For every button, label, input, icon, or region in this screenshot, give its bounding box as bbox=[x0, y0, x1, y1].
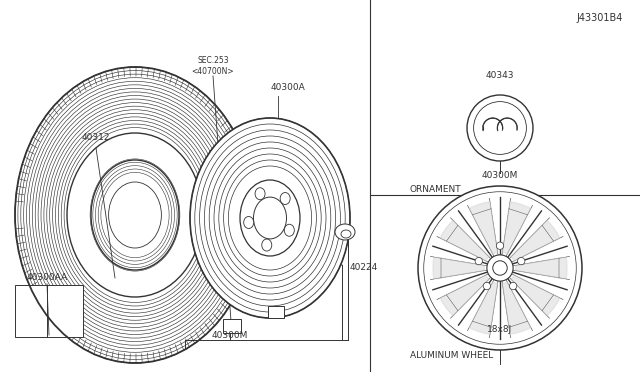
Ellipse shape bbox=[253, 197, 287, 239]
Polygon shape bbox=[511, 275, 560, 316]
Circle shape bbox=[518, 257, 525, 265]
Text: 40312: 40312 bbox=[82, 134, 110, 142]
Circle shape bbox=[497, 242, 504, 249]
Text: 40300A: 40300A bbox=[271, 83, 305, 93]
Text: 40300M: 40300M bbox=[212, 330, 248, 340]
Text: 40224: 40224 bbox=[350, 263, 378, 273]
Ellipse shape bbox=[335, 224, 355, 240]
Circle shape bbox=[418, 186, 582, 350]
Polygon shape bbox=[440, 275, 489, 316]
Text: ORNAMENT: ORNAMENT bbox=[410, 186, 461, 195]
Circle shape bbox=[493, 261, 508, 275]
Bar bbox=[223, 319, 241, 333]
Polygon shape bbox=[440, 220, 489, 261]
Ellipse shape bbox=[284, 224, 294, 236]
Ellipse shape bbox=[244, 217, 253, 228]
Text: 18x8J: 18x8J bbox=[488, 326, 513, 334]
Polygon shape bbox=[502, 282, 531, 334]
Circle shape bbox=[487, 255, 513, 281]
Polygon shape bbox=[502, 202, 531, 254]
Text: SEC.253
<40700N>: SEC.253 <40700N> bbox=[192, 56, 234, 76]
Ellipse shape bbox=[280, 193, 290, 205]
Polygon shape bbox=[433, 257, 484, 279]
Bar bbox=[15, 285, 83, 337]
Text: 40300M: 40300M bbox=[482, 170, 518, 180]
Text: J43301B4: J43301B4 bbox=[577, 13, 623, 23]
Bar bbox=[268, 306, 284, 318]
Circle shape bbox=[509, 282, 516, 290]
Ellipse shape bbox=[341, 230, 351, 238]
Circle shape bbox=[467, 95, 533, 161]
Polygon shape bbox=[469, 282, 498, 334]
Ellipse shape bbox=[255, 188, 265, 200]
Text: 40343: 40343 bbox=[486, 71, 515, 80]
Polygon shape bbox=[511, 220, 560, 261]
Ellipse shape bbox=[109, 182, 161, 248]
Text: 40300AA: 40300AA bbox=[26, 273, 68, 282]
Ellipse shape bbox=[262, 239, 272, 251]
Text: ALUMINUM WHEEL: ALUMINUM WHEEL bbox=[410, 350, 493, 359]
Circle shape bbox=[475, 257, 483, 265]
Ellipse shape bbox=[15, 67, 255, 363]
Ellipse shape bbox=[190, 118, 350, 318]
Circle shape bbox=[483, 282, 491, 290]
Polygon shape bbox=[516, 257, 567, 279]
Polygon shape bbox=[469, 202, 498, 254]
Ellipse shape bbox=[240, 180, 300, 256]
